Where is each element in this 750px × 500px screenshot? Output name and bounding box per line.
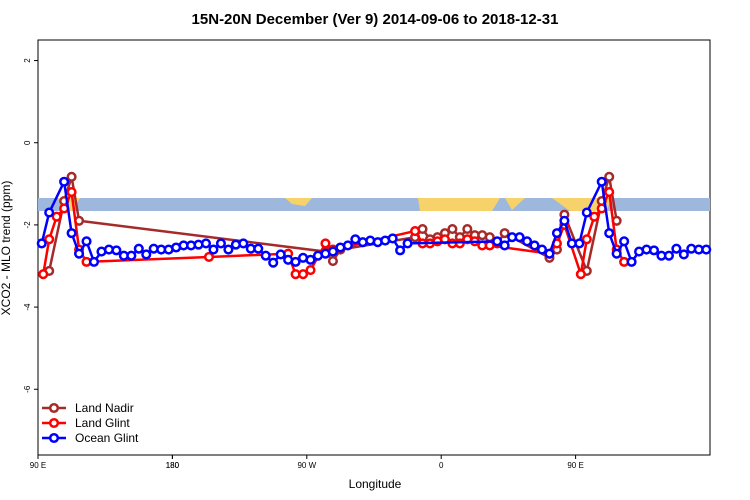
data-point	[581, 234, 592, 245]
data-point	[66, 171, 77, 182]
data-point	[223, 244, 234, 255]
legend-marker	[48, 417, 60, 429]
data-point	[536, 244, 548, 255]
data-point	[626, 256, 637, 267]
data-point	[663, 250, 674, 261]
data-point	[559, 215, 570, 226]
data-point	[581, 207, 592, 218]
data-point	[671, 243, 682, 254]
data-point	[59, 176, 70, 187]
data-point	[387, 233, 398, 244]
x-tick-label: 90 E	[30, 461, 46, 470]
data-point	[596, 176, 607, 187]
data-point	[38, 269, 49, 280]
x-tick-label: 90 W	[297, 461, 316, 470]
data-point	[141, 249, 152, 260]
data-point	[701, 244, 712, 255]
data-point	[320, 238, 331, 249]
y-tick-label: -6	[23, 385, 32, 393]
data-point	[551, 228, 562, 239]
data-point	[619, 236, 630, 247]
data-point	[268, 257, 279, 268]
y-tick-label: 2	[23, 58, 32, 63]
data-point	[44, 234, 55, 245]
y-tick-label: -2	[23, 221, 32, 229]
data-point	[200, 238, 212, 249]
data-point	[410, 226, 421, 237]
data-point	[611, 248, 622, 259]
data-point	[126, 250, 137, 261]
data-point	[402, 238, 413, 249]
data-point	[66, 228, 77, 239]
data-point	[492, 236, 503, 247]
legend-marker	[48, 402, 60, 414]
data-point	[327, 256, 338, 267]
land-shape	[505, 198, 525, 210]
data-point	[305, 265, 316, 276]
data-point	[499, 240, 510, 251]
data-point	[395, 245, 406, 256]
chart-title: 15N-20N December (Ver 9) 2014-09-06 to 2…	[192, 11, 559, 28]
land-shape	[418, 198, 500, 211]
data-point	[514, 232, 525, 243]
y-tick-label: -4	[23, 303, 32, 311]
data-point	[462, 223, 473, 235]
data-point	[522, 236, 533, 247]
data-point	[36, 238, 47, 249]
data-point	[66, 186, 77, 198]
data-point	[215, 238, 226, 249]
data-point	[203, 251, 215, 263]
data-point	[208, 244, 219, 255]
data-point	[253, 243, 264, 254]
data-point	[44, 207, 55, 218]
y-tick-label: 0	[23, 140, 32, 145]
legend-label: Land Glint	[75, 416, 130, 430]
x-tick-label: 0	[439, 461, 444, 470]
x-axis-label: Longitude	[349, 477, 402, 491]
data-point	[51, 211, 62, 222]
data-point	[327, 246, 338, 257]
data-point	[81, 236, 92, 247]
data-point	[305, 254, 316, 265]
data-point	[648, 245, 660, 256]
data-point	[88, 256, 100, 267]
data-point	[544, 248, 555, 259]
x-tick-label: 180	[166, 461, 180, 470]
data-point	[111, 245, 122, 256]
data-point	[298, 269, 309, 280]
data-point	[260, 250, 271, 261]
data-point	[574, 238, 585, 249]
data-point	[678, 249, 689, 260]
data-point	[342, 240, 353, 251]
data-point	[74, 248, 85, 259]
legend-label: Land Nadir	[75, 401, 134, 415]
x-tick-label: 180	[166, 461, 180, 470]
data-point	[589, 211, 600, 222]
data-point	[604, 171, 615, 182]
data-point	[447, 223, 458, 235]
data-point	[290, 256, 301, 267]
data-point	[133, 243, 144, 254]
data-point	[604, 186, 615, 198]
land-shape	[285, 198, 312, 206]
legend-label: Ocean Glint	[75, 431, 139, 445]
legend-marker	[48, 432, 60, 444]
data-point	[499, 228, 510, 239]
data-point	[275, 249, 286, 260]
x-tick-label: 90 E	[567, 461, 583, 470]
y-axis-label: XCO2 - MLO trend (ppm)	[0, 181, 13, 316]
data-point	[529, 240, 540, 251]
data-point	[575, 269, 586, 280]
data-point	[238, 238, 249, 249]
mask-band	[38, 198, 710, 211]
data-point	[604, 228, 615, 239]
